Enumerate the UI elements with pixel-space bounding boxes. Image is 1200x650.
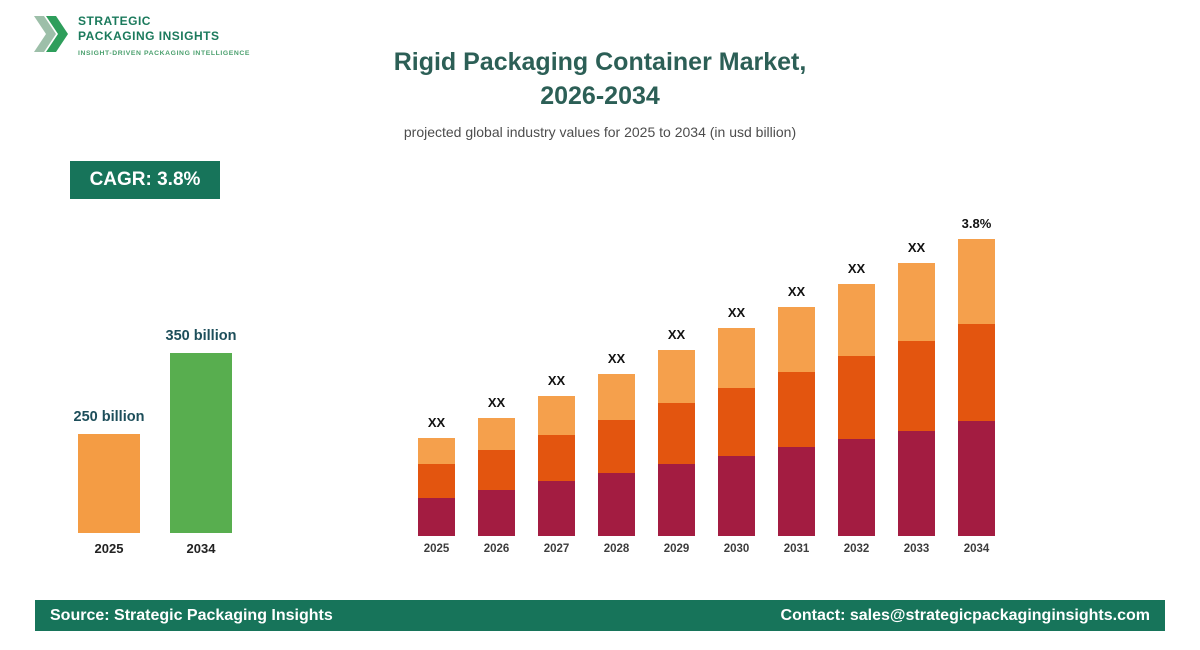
footer-bar: Source: Strategic Packaging Insights Con… xyxy=(35,600,1165,631)
bar-stack xyxy=(958,239,995,536)
bar-segment-top xyxy=(718,328,755,388)
summary-bar-value-label: 250 billion xyxy=(73,409,145,425)
bar-stack xyxy=(478,418,515,536)
bar-segment-bottom xyxy=(478,490,515,536)
bar-segment-top xyxy=(478,418,515,450)
bar-value-label: XX xyxy=(847,261,866,276)
bar-segment-middle xyxy=(898,341,935,431)
bar-segment-middle xyxy=(538,435,575,481)
bar-value-label: XX xyxy=(487,395,506,410)
stacked-bar-group-2026: XX 2026 xyxy=(478,192,515,557)
stacked-bar-group-2034: 3.8% 2034 xyxy=(958,192,995,557)
bar-stack xyxy=(418,438,455,536)
stacked-bar-group-2032: XX 2032 xyxy=(838,192,875,557)
stacked-bar-group-2029: XX 2029 xyxy=(658,192,695,557)
summary-bar-group-2025: 250 billion 2025 xyxy=(74,305,145,557)
bar-value-label: XX xyxy=(547,373,566,388)
stacked-bar-group-2028: XX 2028 xyxy=(598,192,635,557)
bar-year-label: 2033 xyxy=(903,543,930,555)
bar-segment-top xyxy=(658,350,695,403)
bar-year-label: 2031 xyxy=(783,543,810,555)
stacked-bar-group-2031: XX 2031 xyxy=(778,192,815,557)
bar-year-label: 2027 xyxy=(543,543,570,555)
bar-segment-top xyxy=(778,307,815,372)
logo: STRATEGIC PACKAGING INSIGHTS INSIGHT-DRI… xyxy=(34,14,250,59)
bar-segment-top xyxy=(538,396,575,435)
summary-bar-year-label: 2025 xyxy=(94,541,124,556)
stacked-bar-group-2027: XX 2027 xyxy=(538,192,575,557)
page-subtitle: projected global industry values for 202… xyxy=(403,123,797,140)
bar-segment-top xyxy=(838,284,875,356)
cagr-badge: CAGR: 3.8% xyxy=(70,161,220,199)
bar-segment-bottom xyxy=(718,456,755,536)
header: Rigid Packaging Container Market, 2026-2… xyxy=(0,46,1200,140)
bar-year-label: 2028 xyxy=(603,543,630,555)
bar-stack xyxy=(718,328,755,536)
bar-value-label: XX xyxy=(907,240,926,255)
bar-segment-middle xyxy=(838,356,875,439)
bar-segment-middle xyxy=(598,420,635,473)
bar-value-label: XX xyxy=(667,327,686,342)
bar-segment-middle xyxy=(718,388,755,456)
bar-stack xyxy=(538,396,575,536)
bar-segment-bottom xyxy=(838,439,875,536)
bar-year-label: 2025 xyxy=(423,543,450,555)
logo-chevron-icon xyxy=(34,14,70,59)
summary-bar-value-label: 350 billion xyxy=(165,328,237,344)
bar-stack xyxy=(838,284,875,536)
bar-segment-bottom xyxy=(898,431,935,536)
bar-segment-bottom xyxy=(658,464,695,536)
stacked-bar-group-2030: XX 2030 xyxy=(718,192,755,557)
bar-segment-middle xyxy=(478,450,515,490)
bar-segment-top xyxy=(898,263,935,341)
bar-stack xyxy=(778,307,815,536)
bar-segment-middle xyxy=(658,403,695,464)
bar-year-label: 2030 xyxy=(723,543,750,555)
bar-segment-bottom xyxy=(418,498,455,536)
bar-segment-bottom xyxy=(598,473,635,536)
logo-tagline: INSIGHT-DRIVEN PACKAGING INTELLIGENCE xyxy=(78,50,250,57)
bar-segment-middle xyxy=(778,372,815,447)
bar-segment-top xyxy=(598,374,635,420)
summary-bar-year-label: 2034 xyxy=(186,541,216,556)
footer-source: Source: Strategic Packaging Insights xyxy=(50,606,333,624)
bar-year-label: 2032 xyxy=(843,543,870,555)
logo-name-line1: STRATEGIC xyxy=(78,14,151,28)
bar-value-label: XX xyxy=(427,415,446,430)
bar-year-label: 2034 xyxy=(963,543,990,555)
bar-value-label: XX xyxy=(787,284,806,299)
bar-stack xyxy=(658,350,695,536)
bar-segment-middle xyxy=(958,324,995,421)
page-title-line1: Rigid Packaging Container Market, xyxy=(393,48,807,76)
bar-year-label: 2029 xyxy=(663,543,690,555)
summary-bar xyxy=(170,353,232,533)
logo-name-line2: PACKAGING INSIGHTS xyxy=(78,29,220,43)
bar-value-label: 3.8% xyxy=(961,216,992,231)
bar-segment-top xyxy=(958,239,995,324)
bar-stack xyxy=(898,263,935,536)
bar-year-label: 2026 xyxy=(483,543,510,555)
page-title: Rigid Packaging Container Market, 2026-2… xyxy=(0,46,1200,114)
bar-segment-bottom xyxy=(538,481,575,536)
stacked-bar-group-2033: XX 2033 xyxy=(898,192,935,557)
summary-bar-chart: 250 billion 2025 350 billion 2034 xyxy=(74,305,237,557)
bar-segment-top xyxy=(418,438,455,464)
page-title-line2: 2026-2034 xyxy=(540,81,660,110)
stacked-bar-chart: XX 2025 XX 2026 XX 2027 XX 2028 XX 2029 XX 2030 XX 20… xyxy=(418,192,995,557)
summary-bar xyxy=(78,434,140,533)
stacked-bar-group-2025: XX 2025 xyxy=(418,192,455,557)
bar-segment-bottom xyxy=(778,447,815,536)
bar-value-label: XX xyxy=(607,351,626,366)
bar-stack xyxy=(598,374,635,536)
summary-bar-group-2034: 350 billion 2034 xyxy=(166,305,237,557)
footer-contact: Contact: sales@strategicpackaginginsight… xyxy=(780,606,1150,624)
bar-segment-bottom xyxy=(958,421,995,536)
bar-value-label: XX xyxy=(727,305,746,320)
bar-segment-middle xyxy=(418,464,455,498)
logo-text: STRATEGIC PACKAGING INSIGHTS INSIGHT-DRI… xyxy=(78,14,250,57)
